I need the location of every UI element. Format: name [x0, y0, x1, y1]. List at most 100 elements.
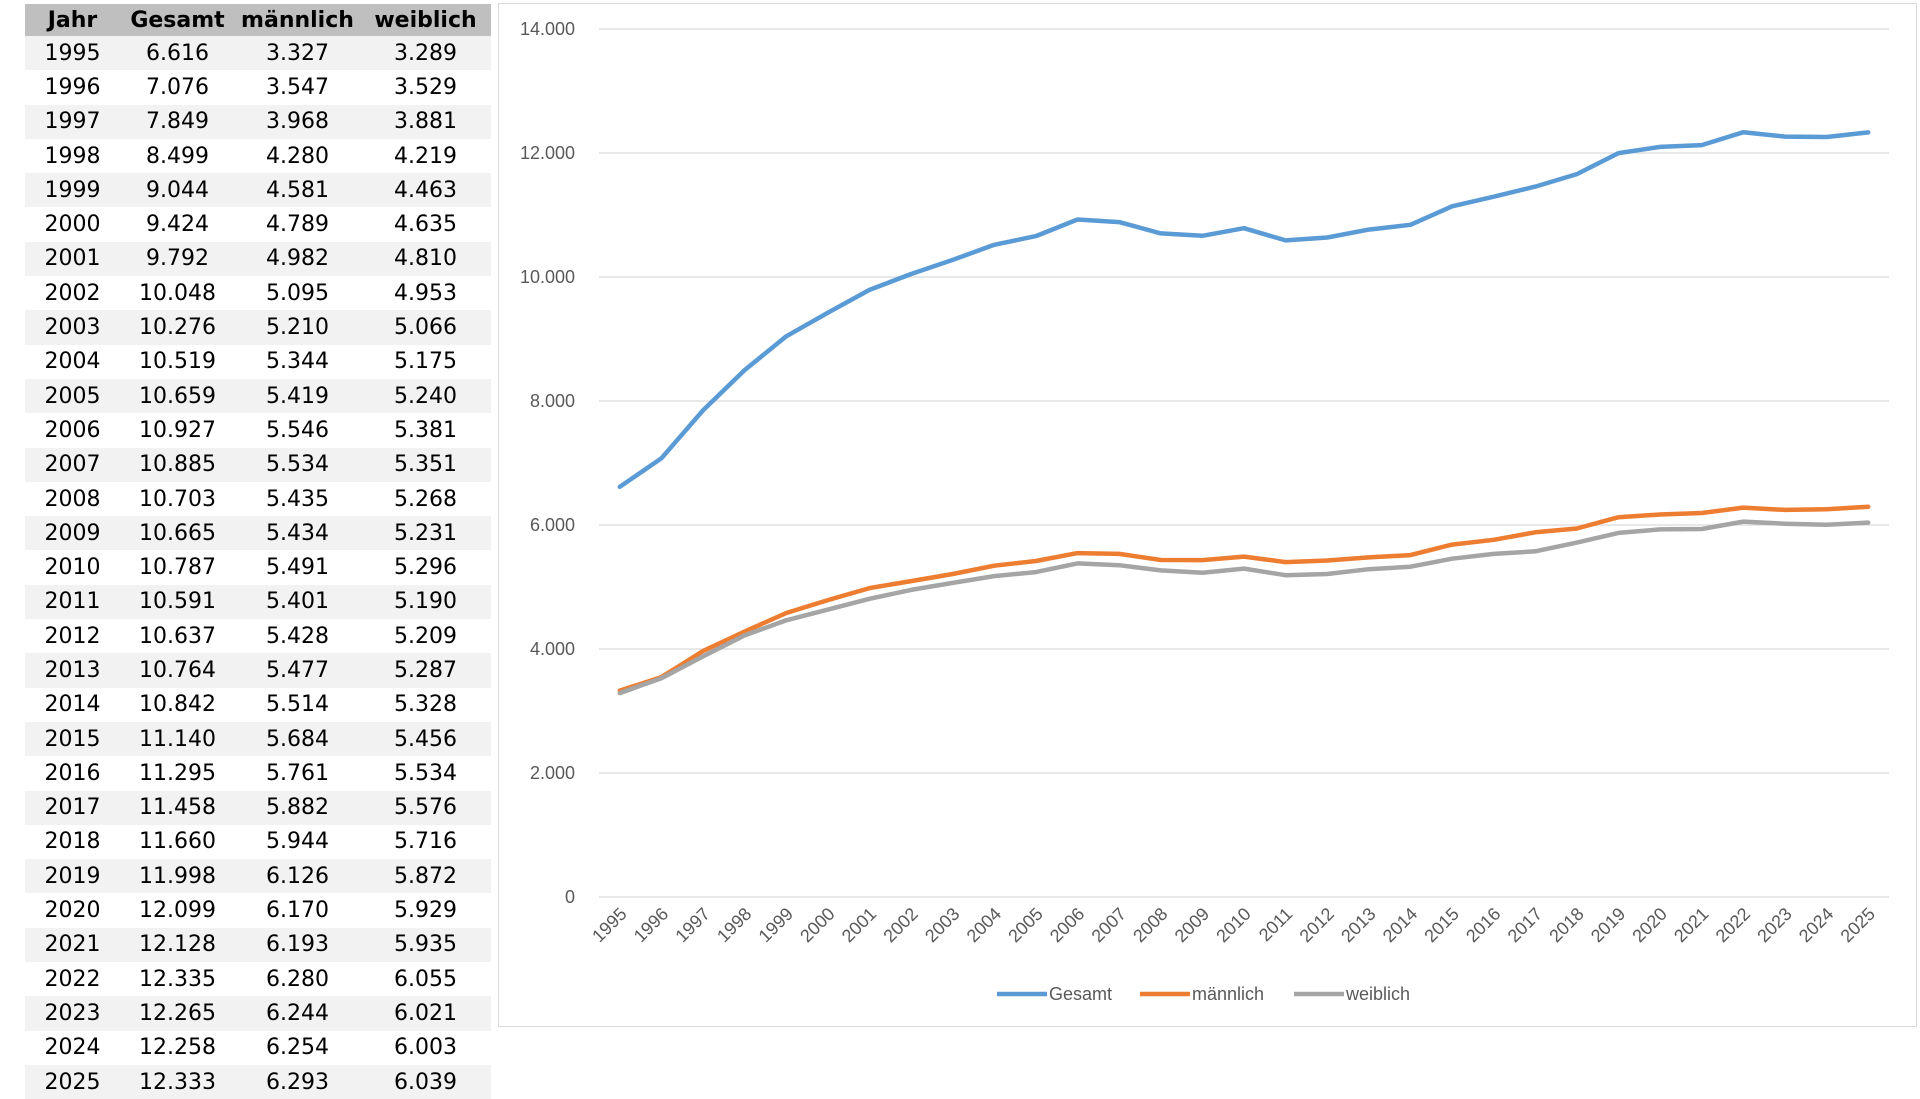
x-tick-label: 1999 — [755, 904, 797, 946]
cell-maennlich: 5.095 — [235, 276, 360, 311]
x-tick-label: 1996 — [630, 904, 672, 946]
cell-weiblich: 5.534 — [360, 756, 491, 791]
x-tick-label: 2008 — [1129, 904, 1171, 946]
cell-gesamt: 10.519 — [120, 344, 235, 379]
cell-weiblich: 5.381 — [360, 413, 491, 448]
table-row: 2021 12.128 6.193 5.935 — [25, 927, 491, 963]
table-row: 2000 9.424 4.789 4.635 — [25, 207, 491, 242]
cell-weiblich: 5.576 — [360, 790, 491, 825]
table-row: 2005 10.659 5.419 5.240 — [25, 378, 491, 414]
x-tick-label: 2005 — [1004, 904, 1046, 946]
cell-weiblich: 5.296 — [360, 550, 491, 585]
header-weiblich: weiblich — [360, 4, 491, 36]
x-tick-label: 2025 — [1837, 904, 1879, 946]
cell-jahr: 2015 — [25, 721, 120, 757]
cell-gesamt: 10.659 — [120, 378, 235, 414]
cell-maennlich: 4.789 — [235, 207, 360, 242]
cell-gesamt: 12.335 — [120, 962, 235, 997]
y-tick-label: 14.000 — [520, 19, 575, 39]
table-row: 1999 9.044 4.581 4.463 — [25, 173, 491, 208]
cell-maennlich: 5.761 — [235, 756, 360, 791]
cell-weiblich: 3.529 — [360, 70, 491, 105]
table-row: 2020 12.099 6.170 5.929 — [25, 893, 491, 928]
x-tick-label: 2017 — [1504, 904, 1546, 946]
table-row: 2018 11.660 5.944 5.716 — [25, 824, 491, 860]
cell-jahr: 2011 — [25, 584, 120, 620]
cell-weiblich: 5.456 — [360, 721, 491, 757]
table-row: 2009 10.665 5.434 5.231 — [25, 516, 491, 551]
table-row: 2008 10.703 5.435 5.268 — [25, 481, 491, 517]
x-tick-label: 1997 — [671, 904, 713, 946]
cell-gesamt: 12.265 — [120, 996, 235, 1031]
cell-gesamt: 11.458 — [120, 790, 235, 825]
cell-gesamt: 9.424 — [120, 207, 235, 242]
table-row: 2010 10.787 5.491 5.296 — [25, 550, 491, 585]
cell-weiblich: 5.066 — [360, 310, 491, 345]
cell-jahr: 2025 — [25, 1064, 120, 1099]
cell-maennlich: 6.170 — [235, 893, 360, 928]
cell-gesamt: 10.787 — [120, 550, 235, 585]
cell-jahr: 1996 — [25, 70, 120, 105]
cell-maennlich: 6.280 — [235, 962, 360, 997]
table-row: 2007 10.885 5.534 5.351 — [25, 447, 491, 482]
cell-weiblich: 5.268 — [360, 481, 491, 517]
cell-jahr: 2023 — [25, 996, 120, 1031]
cell-weiblich: 6.039 — [360, 1064, 491, 1099]
cell-gesamt: 10.637 — [120, 619, 235, 654]
cell-weiblich: 5.872 — [360, 859, 491, 894]
x-tick-label: 2013 — [1337, 904, 1379, 946]
cell-maennlich: 5.684 — [235, 721, 360, 757]
table-row: 2016 11.295 5.761 5.534 — [25, 756, 491, 791]
cell-gesamt: 9.044 — [120, 173, 235, 208]
cell-jahr: 2001 — [25, 241, 120, 277]
cell-maennlich: 5.210 — [235, 310, 360, 345]
x-tick-label: 2007 — [1088, 904, 1130, 946]
cell-jahr: 2008 — [25, 481, 120, 517]
cell-maennlich: 5.546 — [235, 413, 360, 448]
cell-maennlich: 4.982 — [235, 241, 360, 277]
cell-weiblich: 4.810 — [360, 241, 491, 277]
legend-label: Gesamt — [1049, 984, 1112, 1004]
x-tick-label: 2016 — [1462, 904, 1504, 946]
line-chart: 0 2.000 4.000 6.000 8.000 10.000 12.000 14.000 1… — [520, 19, 1889, 1004]
cell-weiblich: 6.055 — [360, 962, 491, 997]
cell-maennlich: 6.193 — [235, 927, 360, 963]
cell-jahr: 2002 — [25, 276, 120, 311]
cell-weiblich: 6.003 — [360, 1030, 491, 1065]
cell-gesamt: 10.927 — [120, 413, 235, 448]
series-line-2 — [617, 519, 1871, 696]
cell-gesamt: 11.660 — [120, 824, 235, 860]
cell-weiblich: 5.929 — [360, 893, 491, 928]
table-row: 2011 10.591 5.401 5.190 — [25, 584, 491, 620]
header-gesamt: Gesamt — [120, 4, 235, 36]
cell-maennlich: 6.126 — [235, 859, 360, 894]
table-row: 2014 10.842 5.514 5.328 — [25, 687, 491, 722]
cell-jahr: 2009 — [25, 516, 120, 551]
x-tick-label: 2024 — [1795, 904, 1837, 946]
table-row: 2006 10.927 5.546 5.381 — [25, 413, 491, 448]
cell-weiblich: 5.287 — [360, 653, 491, 688]
table-row: 2023 12.265 6.244 6.021 — [25, 996, 491, 1031]
cell-weiblich: 5.175 — [360, 344, 491, 379]
y-tick-label: 4.000 — [530, 639, 575, 659]
header-maennlich: männlich — [235, 4, 360, 36]
cell-weiblich: 5.935 — [360, 927, 491, 963]
cell-weiblich: 4.463 — [360, 173, 491, 208]
cell-jahr: 2003 — [25, 310, 120, 345]
x-tick-label: 2012 — [1296, 904, 1338, 946]
x-tick-label: 2000 — [796, 904, 838, 946]
cell-weiblich: 5.328 — [360, 687, 491, 722]
cell-weiblich: 3.881 — [360, 104, 491, 139]
y-tick-label: 8.000 — [530, 391, 575, 411]
x-tick-label: 2020 — [1628, 904, 1670, 946]
cell-gesamt: 12.099 — [120, 893, 235, 928]
legend-label: weiblich — [1345, 984, 1410, 1004]
x-tick-label: 2018 — [1545, 904, 1587, 946]
table-header-row: Jahr Gesamt männlich weiblich — [25, 4, 491, 36]
cell-maennlich: 5.419 — [235, 378, 360, 414]
cell-gesamt: 10.842 — [120, 687, 235, 722]
x-tick-label: 2002 — [879, 904, 921, 946]
cell-weiblich: 4.635 — [360, 207, 491, 242]
x-tick-label: 1998 — [713, 904, 755, 946]
cell-jahr: 1995 — [25, 36, 120, 71]
